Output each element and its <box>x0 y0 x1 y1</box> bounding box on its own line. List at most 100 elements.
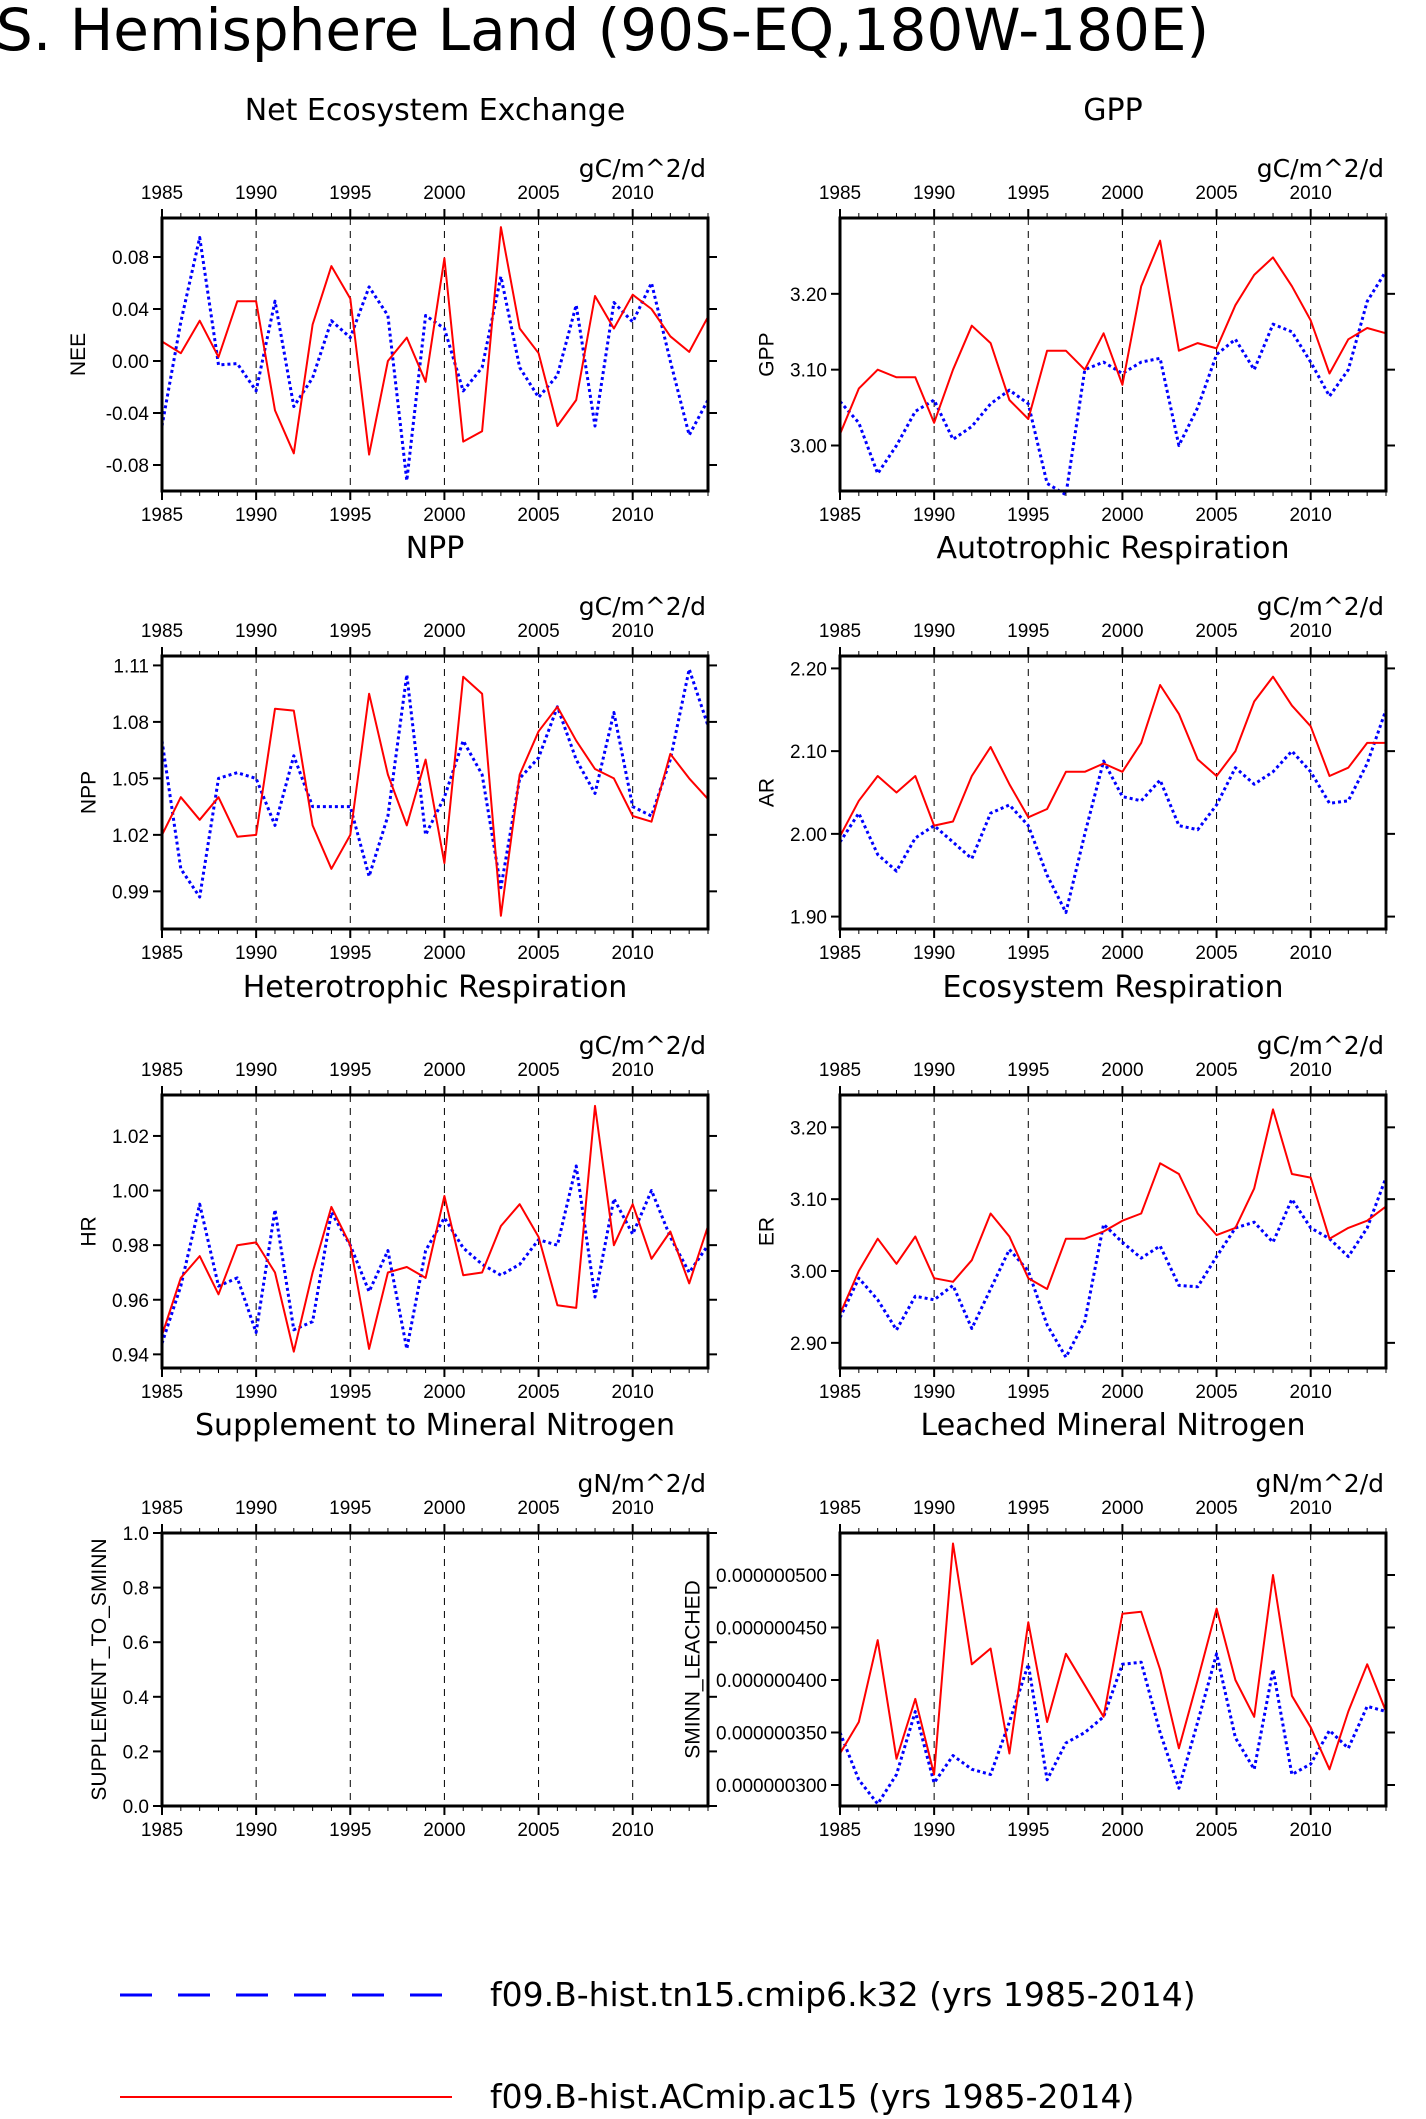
x-tick-label-bottom: 2010 <box>612 1820 654 1841</box>
x-tick-label-bottom: 1990 <box>913 505 955 526</box>
plot-frame <box>838 1531 1388 1808</box>
x-tick-label-top: 1990 <box>235 1060 277 1081</box>
x-tick-label-top: 2010 <box>612 183 654 204</box>
x-tick-label-top: 2000 <box>1101 1060 1143 1081</box>
x-tick-label-top: 1985 <box>819 1498 861 1519</box>
series-line-red <box>839 1542 1387 1776</box>
x-tick-label-bottom: 1990 <box>913 1820 955 1841</box>
x-tick-label-top: 1985 <box>141 621 183 642</box>
x-tick-label-bottom: 2000 <box>1101 1820 1143 1841</box>
units-label: gC/m^2/d <box>1257 592 1384 621</box>
x-tick-label-bottom: 1985 <box>141 1820 183 1841</box>
x-tick-label-top: 2010 <box>612 621 654 642</box>
y-tick-label: -0.08 <box>106 456 149 477</box>
x-tick-label-top: 1990 <box>235 183 277 204</box>
y-tick-label: 3.10 <box>790 361 827 382</box>
x-tick-label-top: 1995 <box>329 183 371 204</box>
x-tick-label-bottom: 1995 <box>329 943 371 964</box>
y-tick-label: 3.20 <box>790 285 827 306</box>
figure-title: S. Hemisphere Land (90S-EQ,180W-180E) <box>0 0 1209 64</box>
chart-panel: Ecosystem Respiration gC/m^2/d 1985 1985 199… <box>756 970 1395 1403</box>
x-tick-label-top: 2000 <box>1101 621 1143 642</box>
y-tick-label: 0.99 <box>112 882 149 903</box>
x-tick-label-bottom: 1995 <box>329 1382 371 1403</box>
y-tick-label: 0.8 <box>123 1579 149 1600</box>
series-line-blue <box>160 1164 710 1351</box>
y-tick-label: 3.00 <box>790 1262 827 1283</box>
legend-label: f09.B-hist.ACmip.ac15 (yrs 1985-2014) <box>490 2077 1134 2116</box>
x-tick-label-top: 2005 <box>517 621 559 642</box>
y-tick-label: 0.000000500 <box>716 1566 827 1587</box>
x-tick-label-bottom: 1990 <box>235 1382 277 1403</box>
x-tick-label-bottom: 1990 <box>235 505 277 526</box>
x-tick-label-top: 2010 <box>612 1498 654 1519</box>
x-tick-label-bottom: 2005 <box>517 1820 559 1841</box>
x-tick-label-top: 1990 <box>913 621 955 642</box>
y-tick-label: 0.00 <box>112 352 149 373</box>
x-tick-label-bottom: 2010 <box>612 505 654 526</box>
x-tick-label-bottom: 2000 <box>423 1382 465 1403</box>
x-tick-label-bottom: 2000 <box>1101 1382 1143 1403</box>
series-line-red <box>839 1108 1387 1315</box>
x-tick-label-top: 1985 <box>819 183 861 204</box>
x-tick-label-bottom: 2010 <box>612 943 654 964</box>
chart-panel: Autotrophic Respiration gC/m^2/d 1985 1985 1… <box>756 531 1395 964</box>
y-tick-label: -0.04 <box>106 404 150 425</box>
x-tick-label-top: 2010 <box>1290 1060 1332 1081</box>
x-tick-label-top: 1990 <box>913 1498 955 1519</box>
y-tick-label: 0.4 <box>123 1688 150 1709</box>
x-tick-label-bottom: 1985 <box>141 1382 183 1403</box>
series-line-red <box>839 239 1387 435</box>
x-tick-label-top: 2000 <box>1101 1498 1143 1519</box>
x-tick-label-bottom: 1995 <box>329 1820 371 1841</box>
y-axis-label: SUPPLEMENT_TO_SMINN <box>88 1538 111 1800</box>
series-line-blue <box>838 1177 1388 1359</box>
panel-title: Heterotrophic Respiration <box>243 970 628 1005</box>
x-tick-label-top: 1990 <box>913 183 955 204</box>
x-tick-label-top: 1990 <box>235 621 277 642</box>
x-tick-label-bottom: 2010 <box>1290 505 1332 526</box>
y-tick-label: 1.00 <box>112 1182 149 1203</box>
units-label: gC/m^2/d <box>1257 1031 1384 1060</box>
series-line-blue <box>838 270 1388 497</box>
plot-frame <box>838 654 1388 931</box>
x-tick-label-bottom: 1995 <box>1007 1382 1049 1403</box>
series-line-blue <box>160 667 710 899</box>
x-tick-label-bottom: 1985 <box>819 1820 861 1841</box>
x-tick-label-top: 1995 <box>1007 1060 1049 1081</box>
y-tick-label: 0.96 <box>112 1291 149 1312</box>
panel-title: Supplement to Mineral Nitrogen <box>195 1408 675 1443</box>
y-axis-label: SMINN_LEACHED <box>681 1580 704 1759</box>
x-tick-label-top: 2005 <box>1195 621 1237 642</box>
x-tick-label-top: 2000 <box>423 183 465 204</box>
x-tick-label-top: 1995 <box>329 621 371 642</box>
x-tick-label-top: 1990 <box>235 1498 277 1519</box>
x-tick-label-top: 1985 <box>819 621 861 642</box>
panel-title: NPP <box>406 531 465 566</box>
x-tick-label-top: 2005 <box>517 1060 559 1081</box>
plot-frame <box>160 216 710 493</box>
series-line-red <box>161 675 709 917</box>
y-tick-label: 0.000000400 <box>716 1671 827 1692</box>
y-tick-label: 3.20 <box>790 1118 827 1139</box>
x-tick-label-bottom: 2005 <box>1195 943 1237 964</box>
x-tick-label-bottom: 2010 <box>1290 943 1332 964</box>
x-tick-label-bottom: 2000 <box>1101 943 1143 964</box>
x-tick-label-top: 2010 <box>1290 183 1332 204</box>
series-line-red <box>161 1104 709 1353</box>
y-tick-label: 0.0 <box>123 1797 149 1818</box>
x-tick-label-bottom: 1985 <box>819 505 861 526</box>
x-tick-label-top: 2000 <box>423 621 465 642</box>
x-tick-label-bottom: 1995 <box>1007 943 1049 964</box>
y-tick-label: 2.20 <box>790 659 827 680</box>
x-tick-label-bottom: 1995 <box>1007 1820 1049 1841</box>
x-tick-label-top: 2000 <box>423 1060 465 1081</box>
y-tick-label: 3.10 <box>790 1190 827 1211</box>
x-tick-label-top: 2005 <box>517 183 559 204</box>
x-tick-label-top: 2005 <box>1195 1060 1237 1081</box>
x-tick-label-top: 1995 <box>1007 621 1049 642</box>
chart-panel: GPP gC/m^2/d 1985 1985 1990 1990 1995 1995 2000 2… <box>756 93 1395 526</box>
x-tick-label-bottom: 2000 <box>423 505 465 526</box>
panel-title: Leached Mineral Nitrogen <box>921 1408 1306 1443</box>
y-axis-label: NPP <box>78 771 101 814</box>
